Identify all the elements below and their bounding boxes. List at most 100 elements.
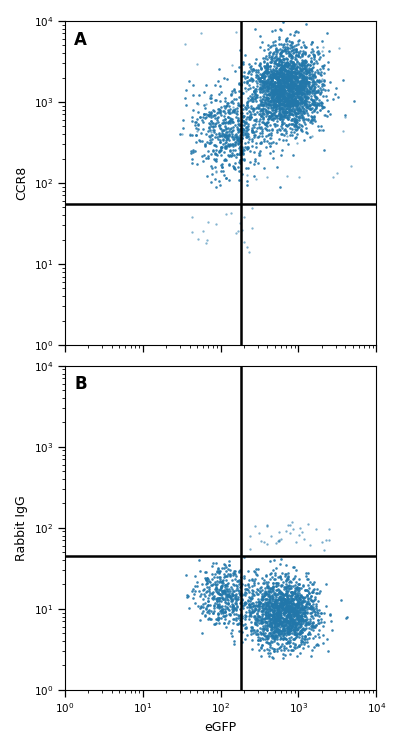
Point	[244, 583, 250, 595]
Point	[273, 634, 280, 646]
Point	[222, 585, 229, 597]
Point	[272, 109, 279, 121]
Point	[286, 589, 293, 601]
Point	[282, 627, 288, 639]
Point	[272, 629, 278, 641]
Point	[284, 96, 291, 108]
Point	[289, 81, 295, 93]
Point	[258, 599, 265, 611]
Point	[285, 621, 291, 633]
Point	[304, 91, 310, 103]
Point	[231, 613, 237, 625]
Point	[253, 125, 259, 137]
Point	[286, 101, 293, 113]
Point	[302, 98, 308, 110]
Point	[293, 67, 300, 79]
Point	[247, 145, 253, 157]
Point	[288, 604, 294, 616]
Point	[311, 49, 318, 61]
Point	[211, 619, 217, 631]
Point	[296, 45, 303, 57]
Point	[265, 49, 272, 61]
Point	[208, 111, 215, 123]
Point	[267, 568, 273, 580]
Point	[273, 87, 279, 99]
Point	[233, 578, 239, 590]
Point	[251, 109, 258, 121]
Point	[223, 580, 230, 592]
Point	[255, 595, 261, 607]
Point	[278, 79, 285, 91]
Point	[299, 635, 306, 647]
Point	[201, 583, 208, 595]
Point	[315, 595, 321, 607]
Point	[311, 583, 318, 595]
Point	[305, 109, 311, 121]
Point	[299, 89, 305, 101]
Point	[239, 119, 245, 131]
Point	[194, 97, 200, 109]
Point	[257, 96, 264, 108]
Point	[286, 66, 292, 78]
Point	[235, 112, 241, 124]
Point	[279, 85, 286, 97]
Point	[300, 111, 307, 123]
Point	[259, 97, 265, 109]
Point	[277, 589, 283, 601]
Point	[277, 597, 284, 609]
Point	[224, 569, 231, 581]
Point	[257, 79, 263, 91]
Point	[266, 609, 273, 621]
Point	[259, 69, 265, 81]
Point	[293, 622, 299, 634]
Point	[263, 570, 269, 582]
Point	[267, 604, 273, 616]
Point	[242, 622, 249, 634]
Point	[309, 130, 315, 142]
Point	[289, 604, 296, 616]
Point	[288, 43, 295, 55]
Point	[259, 111, 266, 123]
Point	[266, 89, 272, 101]
Point	[286, 605, 292, 617]
Point	[284, 620, 290, 632]
Point	[288, 586, 295, 598]
Point	[264, 59, 270, 71]
Point	[276, 601, 282, 613]
Point	[277, 558, 283, 570]
Point	[308, 81, 315, 93]
Point	[249, 605, 255, 617]
Point	[243, 129, 249, 141]
Point	[217, 607, 224, 619]
Point	[291, 65, 297, 77]
Point	[207, 605, 214, 617]
Point	[286, 79, 293, 91]
Point	[232, 602, 238, 614]
Point	[211, 590, 217, 602]
Point	[263, 592, 269, 604]
Point	[244, 71, 251, 83]
Point	[282, 571, 288, 583]
Point	[244, 75, 250, 87]
Point	[269, 97, 275, 109]
Point	[300, 83, 306, 95]
Point	[268, 571, 275, 583]
Point	[271, 626, 277, 638]
Point	[247, 609, 253, 621]
Point	[269, 616, 275, 628]
Point	[282, 595, 288, 607]
Point	[299, 74, 305, 86]
Point	[299, 109, 306, 121]
Point	[276, 92, 283, 104]
Point	[234, 601, 241, 613]
Point	[277, 84, 284, 96]
Point	[235, 590, 241, 602]
Point	[242, 583, 249, 595]
Point	[298, 82, 304, 94]
Point	[280, 67, 286, 79]
Point	[254, 624, 261, 636]
Point	[239, 153, 245, 165]
Point	[185, 589, 191, 601]
Point	[317, 82, 323, 94]
Point	[296, 82, 303, 94]
